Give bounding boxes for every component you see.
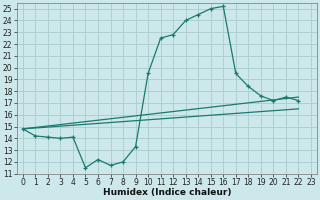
X-axis label: Humidex (Indice chaleur): Humidex (Indice chaleur) (103, 188, 231, 197)
